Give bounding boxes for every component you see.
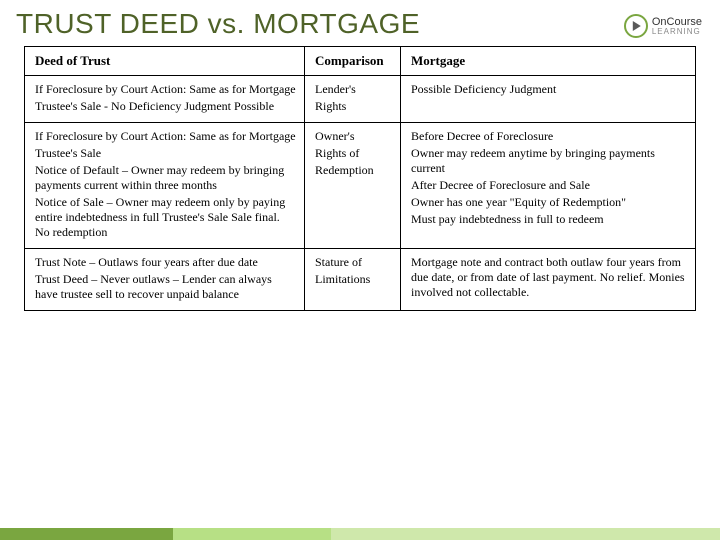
cell-line: Rights [315,99,392,114]
cell-line: Trust Deed – Never outlaws – Lender can … [35,272,296,302]
cell-deed: Trust Note – Outlaws four years after du… [25,249,305,311]
cell-line: Notice of Default – Owner may redeem by … [35,163,296,193]
page-title: TRUST DEED vs. MORTGAGE [0,0,720,44]
cell-line: Rights of [315,146,392,161]
cell-line: Owner's [315,129,392,144]
logo-bottom: LEARNING [652,28,702,36]
cell-line: If Foreclosure by Court Action: Same as … [35,82,296,97]
cell-line: Stature of [315,255,392,270]
cell-line: Before Decree of Foreclosure [411,129,687,144]
cell-line: Must pay indebtedness in full to redeem [411,212,687,227]
cell-comparison: Stature of Limitations [305,249,401,311]
cell-comparison: Owner's Rights of Redemption [305,123,401,249]
footer-accent-bar [0,528,720,540]
col-header-comparison: Comparison [305,47,401,76]
cell-line: Lender's [315,82,392,97]
cell-line: Trust Note – Outlaws four years after du… [35,255,296,270]
cell-line: If Foreclosure by Court Action: Same as … [35,129,296,144]
brand-logo: OnCourse LEARNING [624,14,702,38]
cell-mortgage: Possible Deficiency Judgment [401,76,696,123]
table-row: If Foreclosure by Court Action: Same as … [25,76,696,123]
cell-line: Owner may redeem anytime by bringing pay… [411,146,687,176]
table-row: Trust Note – Outlaws four years after du… [25,249,696,311]
logo-top: OnCourse [652,17,702,28]
cell-line: Limitations [315,272,392,287]
cell-deed: If Foreclosure by Court Action: Same as … [25,123,305,249]
cell-line: Trustee's Sale [35,146,296,161]
cell-deed: If Foreclosure by Court Action: Same as … [25,76,305,123]
col-header-deed: Deed of Trust [25,47,305,76]
table-header-row: Deed of Trust Comparison Mortgage [25,47,696,76]
cell-mortgage: Before Decree of Foreclosure Owner may re… [401,123,696,249]
cell-line: Owner has one year "Equity of Redemption… [411,195,687,210]
cell-line: Possible Deficiency Judgment [411,82,687,97]
cell-line: Redemption [315,163,392,178]
table-row: If Foreclosure by Court Action: Same as … [25,123,696,249]
logo-text: OnCourse LEARNING [652,17,702,36]
play-circle-icon [624,14,648,38]
cell-line: Mortgage note and contract both outlaw f… [411,255,687,300]
cell-mortgage: Mortgage note and contract both outlaw f… [401,249,696,311]
cell-line: After Decree of Foreclosure and Sale [411,178,687,193]
cell-line: Notice of Sale – Owner may redeem only b… [35,195,296,240]
cell-line: Trustee's Sale - No Deficiency Judgment … [35,99,296,114]
col-header-mortgage: Mortgage [401,47,696,76]
comparison-table: Deed of Trust Comparison Mortgage If For… [24,46,696,311]
cell-comparison: Lender's Rights [305,76,401,123]
